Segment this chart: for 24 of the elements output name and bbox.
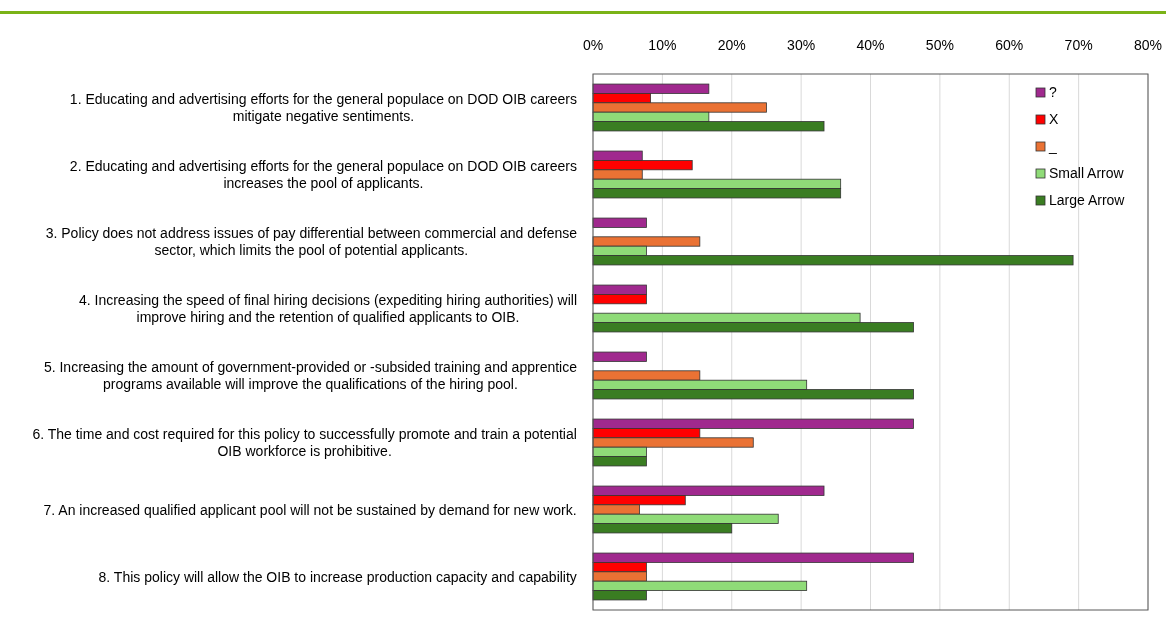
legend-label: Large Arrow (1049, 192, 1126, 208)
legend-label: Small Arrow (1049, 165, 1125, 181)
x-tick-label: 70% (1064, 37, 1093, 53)
x-tick-label: 60% (995, 37, 1024, 53)
y-tick-label: 5. Increasing the amount of government-provided or -subsided training and apprentice programs available will improve the qualifications of the hiring pool. (43, 359, 578, 392)
y-tick-label: 2. Educating and advertising efforts for the general populace on DOD OIB careers increases the pool of applicants. (69, 158, 578, 191)
bar (592, 217, 647, 228)
bar (592, 351, 647, 362)
x-tick-label: 30% (787, 37, 816, 53)
y-tick-label: 8. This policy will allow the OIB to increase production capacity and capability (98, 568, 577, 585)
y-tick-label: 6. The time and cost required for this policy to successfully promote and train a potential OIB workforce is prohibitive. (32, 426, 577, 459)
x-tick-label: 0% (582, 37, 604, 53)
x-tick-label: 80% (1133, 37, 1163, 53)
x-tick-label: 40% (856, 37, 885, 53)
x-tick-label: 10% (648, 37, 677, 53)
legend-label: X (1049, 111, 1059, 127)
y-tick-label: 3. Policy does not address issues of pay differential between commercial and defense sector, which limits the pool of potential applicants. (45, 225, 578, 258)
y-tick-label: 1. Educating and advertising efforts for the general populace on DOD OIB careers mitigate negative sentiments. (69, 91, 578, 124)
x-tick-label: 20% (717, 37, 746, 53)
y-tick-label: 4. Increasing the speed of final hiring decisions (expediting hiring authorities) will improve hiring and the retention of qualified applicants to OIB. (78, 292, 577, 325)
y-tick-label: 7. An increased qualified applicant pool will not be sustained by demand for new work. (43, 501, 577, 518)
legend-label: ? (1049, 84, 1057, 100)
x-tick-label: 50% (925, 37, 954, 53)
legend-label: _ (1048, 138, 1057, 154)
